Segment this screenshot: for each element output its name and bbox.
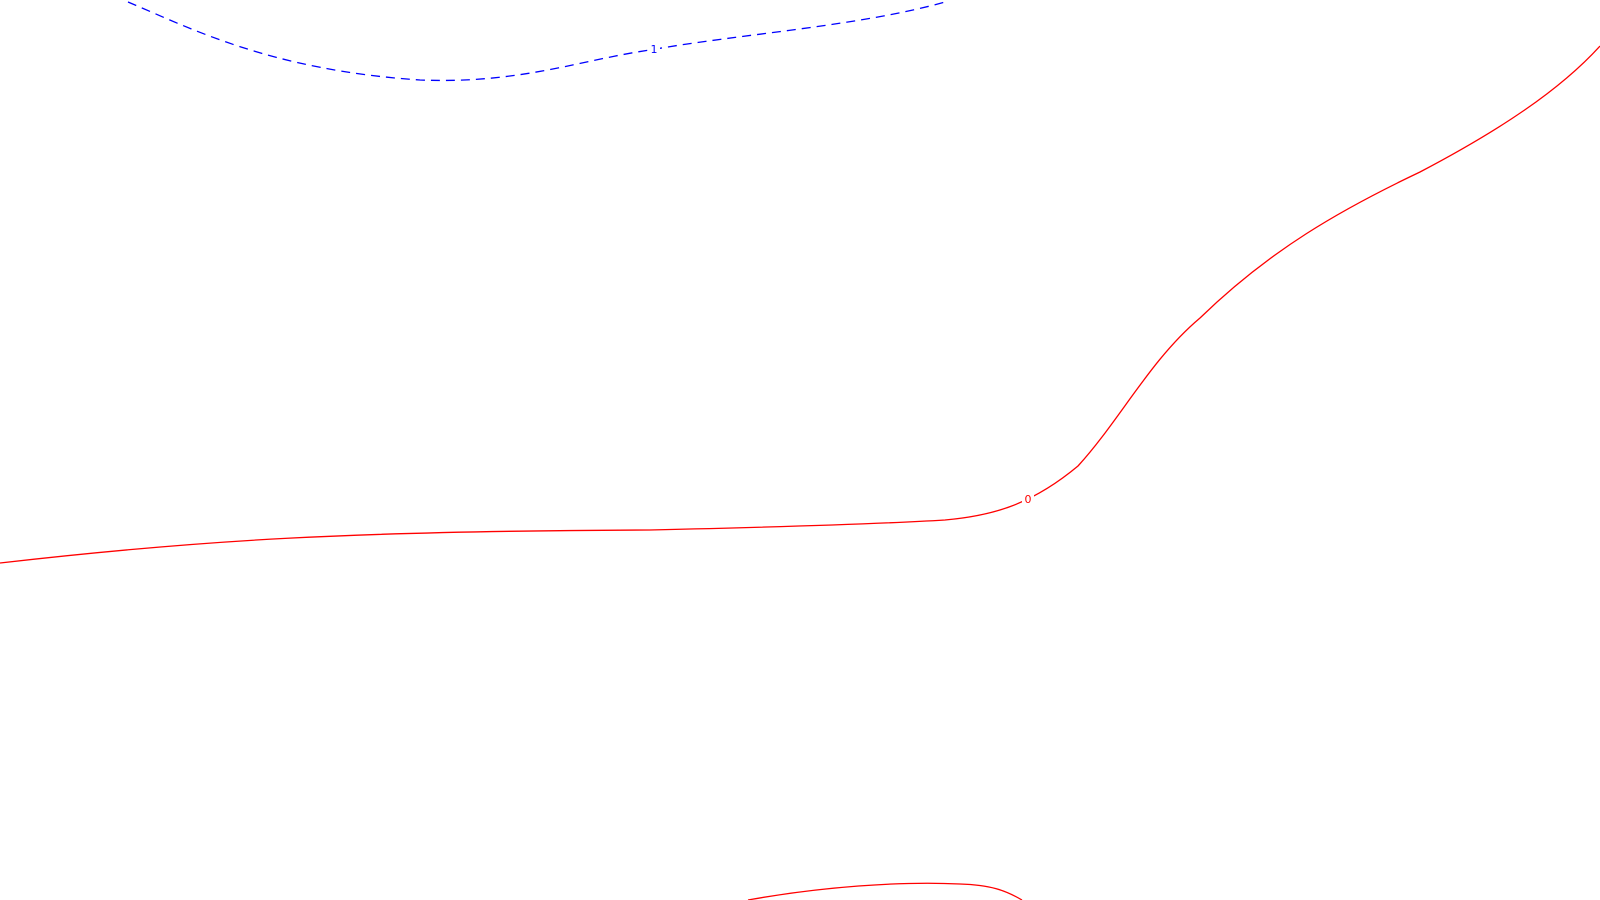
contour-label-1: 1 — [651, 43, 658, 56]
contour-line-level-1 — [127, 1, 946, 82]
contour-line-level-0-bottom — [747, 882, 1023, 900]
contour-label-0: 0 — [1025, 493, 1032, 506]
label-1-background — [648, 42, 660, 58]
label-0-background — [1022, 492, 1034, 508]
